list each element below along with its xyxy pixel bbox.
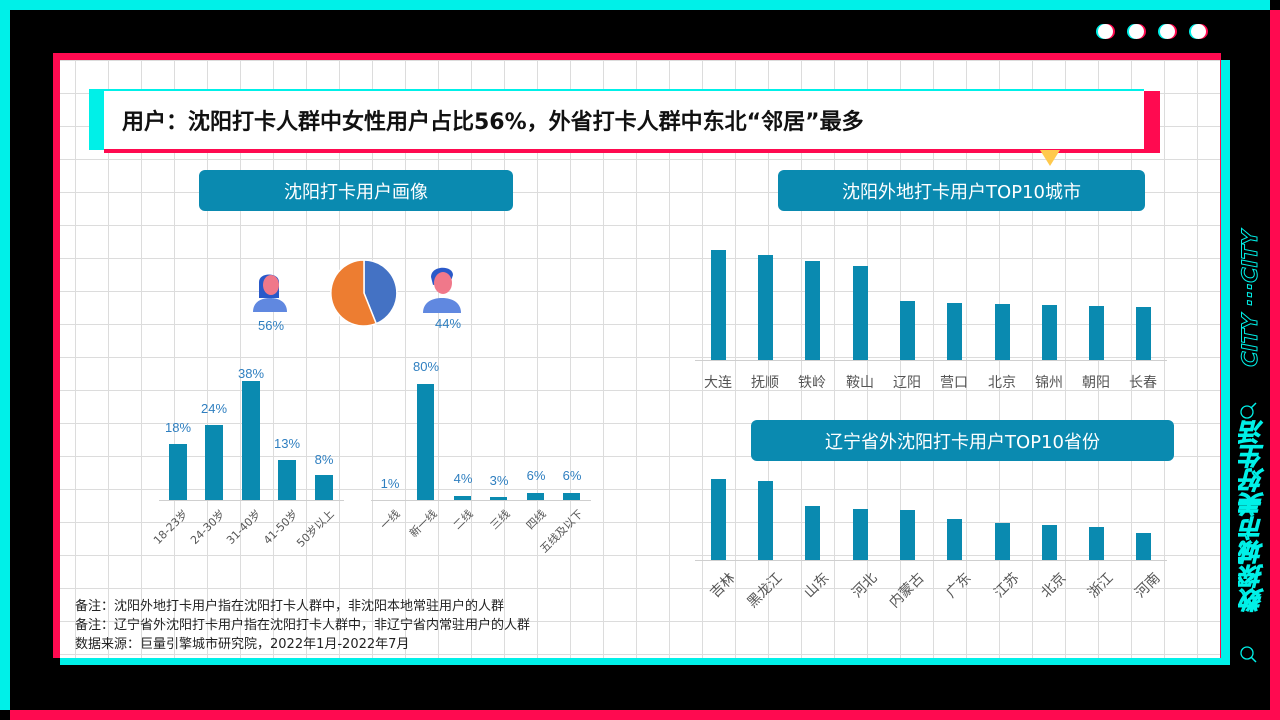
- value-label: 38%: [237, 366, 265, 381]
- bar: [947, 519, 962, 560]
- footnote: 备注：沈阳外地打卡用户指在沈阳打卡人群中，非沈阳本地常驻用户的人群: [75, 599, 505, 614]
- decorative-dots: [1098, 24, 1206, 39]
- top10-cities-bar-chart: [695, 245, 1167, 360]
- male-percent: 44%: [435, 316, 462, 331]
- side-slogan: CITY ···CITY 数探城市美好生活: [1236, 230, 1269, 670]
- side-slogan-city: CITY ···CITY: [1238, 230, 1263, 368]
- top10-provinces-bar-chart: [695, 475, 1167, 560]
- bar: [278, 460, 296, 500]
- search-icon: [1239, 400, 1259, 424]
- bar: [853, 509, 868, 560]
- axis-label: 铁岭: [798, 375, 826, 391]
- bar: [995, 304, 1010, 360]
- bar: [454, 496, 471, 500]
- dot-icon: [1191, 24, 1206, 39]
- value-label: 3%: [489, 473, 509, 488]
- footnotes: 备注：沈阳外地打卡用户指在沈阳打卡人群中，非沈阳本地常驻用户的人群 备注：辽宁省…: [75, 597, 530, 654]
- content-panel: [60, 60, 1220, 658]
- axis-label: 辽阳: [893, 375, 921, 391]
- page-title: 用户：沈阳打卡人群中女性用户占比56%，外省打卡人群中东北“邻居”最多: [104, 89, 1144, 149]
- bar: [527, 493, 544, 500]
- frame-bottom-border: [10, 710, 1280, 720]
- section-header-label: 沈阳打卡用户画像: [284, 181, 428, 203]
- female-percent: 56%: [258, 318, 285, 333]
- value-label: 18%: [164, 420, 192, 435]
- value-label: 8%: [314, 452, 334, 467]
- bar: [205, 425, 223, 500]
- axis-label: 锦州: [1035, 375, 1063, 391]
- value-label: 6%: [526, 468, 546, 483]
- bar: [1136, 533, 1151, 560]
- section-header-profile: 沈阳打卡用户画像: [199, 170, 513, 211]
- bar: [169, 444, 187, 500]
- section-header-cities: 沈阳外地打卡用户TOP10城市: [778, 170, 1145, 211]
- dot-icon: [1160, 24, 1175, 39]
- x-axis: [371, 500, 591, 501]
- x-axis: [695, 560, 1167, 561]
- bar: [900, 301, 915, 360]
- gender-pie-chart: [330, 258, 398, 332]
- section-header-label: 沈阳外地打卡用户TOP10城市: [842, 181, 1081, 203]
- x-axis: [159, 500, 344, 501]
- bar: [758, 255, 773, 360]
- bar: [900, 510, 915, 560]
- dot-icon: [1098, 24, 1113, 39]
- bar: [1136, 307, 1151, 360]
- bar: [1042, 305, 1057, 360]
- bar: [1042, 525, 1057, 560]
- bar: [563, 493, 580, 500]
- axis-label: 北京: [988, 375, 1016, 391]
- bar: [711, 479, 726, 560]
- female-avatar-icon: [251, 268, 289, 316]
- frame-left-border: [0, 0, 10, 710]
- value-label: 80%: [412, 359, 440, 374]
- bar: [1089, 306, 1104, 360]
- axis-label: 营口: [940, 375, 968, 391]
- bar: [947, 303, 962, 360]
- frame-right-border: [1270, 10, 1280, 720]
- title-accent: [89, 89, 104, 150]
- male-avatar-icon: [421, 263, 463, 317]
- value-label: 6%: [562, 468, 582, 483]
- axis-label: 朝阳: [1082, 375, 1110, 391]
- value-label: 4%: [453, 471, 473, 486]
- bar: [853, 266, 868, 360]
- data-source: 数据来源：巨量引擎城市研究院，2022年1月-2022年7月: [75, 637, 410, 652]
- bar: [1089, 527, 1104, 560]
- x-axis: [695, 360, 1167, 361]
- frame-top-border: [0, 0, 1270, 10]
- value-label: 24%: [200, 401, 228, 416]
- axis-label: 抚顺: [751, 375, 779, 391]
- value-label: 1%: [380, 476, 400, 491]
- section-header-label: 辽宁省外沈阳打卡用户TOP10省份: [825, 431, 1100, 453]
- footnote: 备注：辽宁省外沈阳打卡用户指在沈阳打卡人群中，非辽宁省内常驻用户的人群: [75, 618, 531, 633]
- bar: [805, 506, 820, 560]
- value-label: 13%: [273, 436, 301, 451]
- page-title-text: 用户：沈阳打卡人群中女性用户占比56%，外省打卡人群中东北“邻居”最多: [122, 110, 864, 135]
- search-icon: [1239, 645, 1259, 669]
- axis-label: 长春: [1129, 375, 1157, 391]
- bar: [805, 261, 820, 360]
- axis-label: 鞍山: [846, 375, 874, 391]
- bar: [758, 481, 773, 560]
- bar: [490, 497, 507, 500]
- bar: [242, 381, 260, 500]
- dot-icon: [1129, 24, 1144, 39]
- bar: [711, 250, 726, 360]
- pin-icon: [1040, 150, 1060, 166]
- city-tier-bar-chart: [371, 360, 591, 500]
- side-slogan-main: 数探城市美好生活: [1240, 420, 1269, 613]
- bar: [417, 384, 434, 500]
- bar: [995, 523, 1010, 560]
- section-header-provinces: 辽宁省外沈阳打卡用户TOP10省份: [751, 420, 1174, 461]
- axis-label: 大连: [704, 375, 732, 391]
- bar: [315, 475, 333, 500]
- age-bar-chart: [159, 360, 344, 500]
